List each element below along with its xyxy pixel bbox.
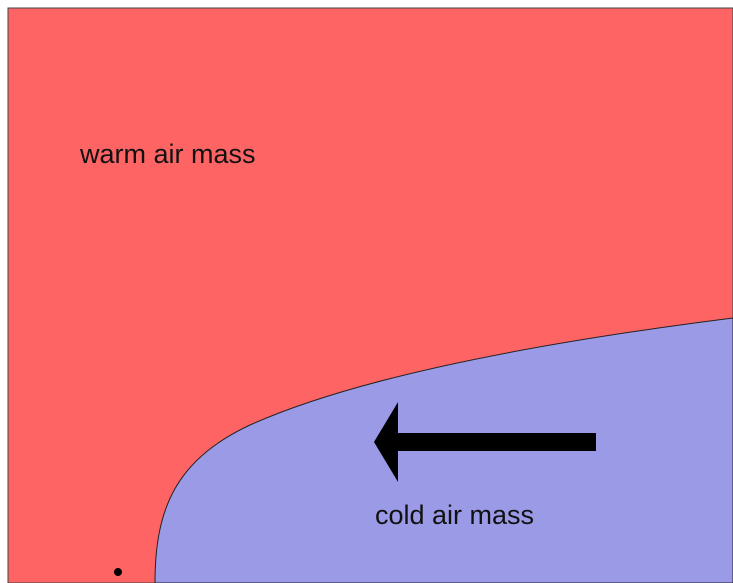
arrow	[374, 402, 596, 482]
dot	[114, 568, 122, 576]
cold-label: cold air mass	[375, 500, 534, 530]
warm-label: warm air mass	[79, 139, 256, 169]
